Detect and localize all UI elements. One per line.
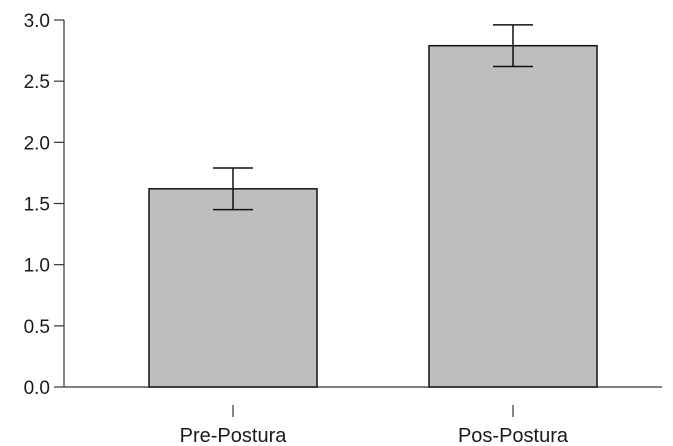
x-tick-label: Pos-Postura: [458, 425, 569, 446]
y-tick-label: 0.0: [24, 378, 50, 399]
bar-pre-postura: [148, 188, 318, 388]
y-tick-label: 3.0: [24, 11, 50, 32]
bar-pos-postura: [428, 44, 598, 388]
x-tick-label: Pre-Postura: [180, 425, 288, 446]
y-tick-label: 1.0: [24, 256, 50, 277]
bars: [148, 44, 598, 388]
y-tick-label: 1.5: [24, 195, 50, 216]
y-tick-label: 2.5: [24, 72, 50, 93]
x-axis: Pre-Postura Pos-Postura: [180, 405, 569, 446]
error-bars: [213, 24, 533, 211]
y-tick-label: 2.0: [24, 133, 50, 154]
y-tick-label: 0.5: [24, 317, 50, 338]
